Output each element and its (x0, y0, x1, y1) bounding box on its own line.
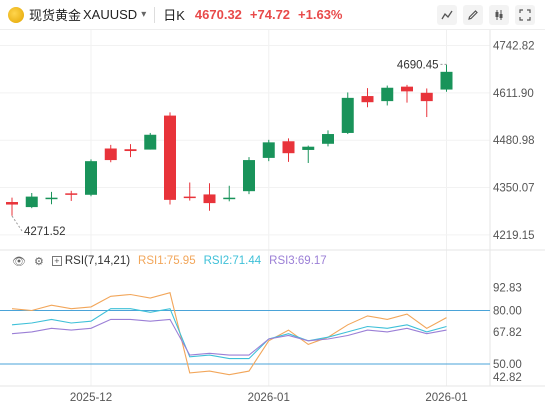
chart-header: 现货黄金 XAUUSD ▾ 日K 4670.32 +74.72 +1.63% (0, 0, 545, 30)
rsi-series-line-1 (11, 292, 447, 376)
date-axis-tick-label: 2026-01 (425, 392, 467, 404)
rsi2-value: RSI2:71.44 (203, 255, 262, 267)
header-divider (154, 6, 156, 23)
candle-body (65, 193, 78, 195)
candle-body (203, 194, 216, 204)
price-axis-tick-label: 4480.98 (493, 135, 535, 147)
candle-body (282, 141, 295, 154)
candle-body (440, 71, 453, 90)
last-price: 4670.32 (194, 7, 242, 22)
candle-body (164, 115, 176, 200)
chart-toolbar (437, 5, 535, 25)
edit-icon[interactable] (463, 5, 483, 25)
date-axis-tick-label: 2025-12 (70, 392, 112, 404)
candle-body (243, 160, 255, 192)
candle-body (85, 161, 97, 195)
rsi-axis-tick-label: 50.00 (493, 359, 522, 371)
rsi-legend: 👁 ⚙ + RSI(7,14,21) RSI1:75.95 RSI2:71.44… (0, 252, 327, 270)
candle-body (361, 96, 374, 103)
rsi-axis-tick-label: 67.82 (493, 327, 522, 339)
fullscreen-icon[interactable] (515, 5, 535, 25)
candle-body (341, 97, 354, 133)
rsi3-value: RSI3:69.17 (269, 255, 327, 267)
grid (0, 30, 545, 387)
candle-body (262, 142, 275, 158)
candle-body (104, 148, 117, 161)
candle-body (381, 87, 394, 102)
candle-body (420, 92, 433, 102)
candle-body (6, 202, 18, 205)
rsi-axis-tick-label: 80.00 (493, 306, 522, 318)
price-axis-tick-label: 4611.90 (493, 88, 534, 100)
low-price-label: 4271.52 (24, 226, 66, 238)
candle-body (144, 134, 157, 150)
rsi-series-line-3 (11, 318, 447, 356)
candle-body (25, 196, 38, 208)
candle-body (302, 146, 315, 150)
date-axis-tick-label: 2026-01 (248, 392, 290, 404)
candle-body (401, 86, 413, 92)
candle-body (183, 196, 196, 199)
axes: 4742.82 4611.90 4480.98 4350.07 4219.15 92.83… (70, 40, 535, 404)
rsi-indicator-name[interactable]: RSI(7,14,21) (64, 255, 131, 267)
price-axis-tick-label: 4742.82 (493, 40, 535, 52)
price-axis-tick-label: 4350.07 (493, 183, 535, 195)
low-marker-line (11, 215, 23, 232)
candle-body (223, 197, 236, 200)
rsi-axis-tick-label: 42.82 (493, 372, 522, 384)
period-selector[interactable]: 日K (163, 8, 185, 23)
gold-coin-icon (8, 6, 24, 23)
candlestick-chart: 4690.45 4271.52 (6, 59, 453, 238)
eye-icon[interactable]: 👁 (12, 255, 26, 268)
candle-body (322, 134, 334, 144)
price-change: +74.72 (249, 7, 291, 22)
rsi1-value: RSI1:75.95 (138, 255, 196, 267)
candle-body (45, 197, 58, 200)
rsi-chart (0, 292, 490, 376)
rsi-series-line-2 (11, 308, 447, 360)
symbol-code[interactable]: XAUUSD (83, 7, 138, 22)
candle-body (124, 149, 137, 152)
rsi-axis-tick-label: 92.83 (493, 283, 522, 295)
chevron-down-icon[interactable]: ▾ (141, 9, 147, 20)
candle-settings-icon[interactable] (489, 5, 509, 25)
high-price-label: 4690.45 (397, 59, 439, 71)
line-chart-icon[interactable] (437, 5, 457, 25)
expand-icon[interactable]: + (51, 256, 62, 266)
price-change-percent: +1.63% (298, 7, 343, 22)
gear-icon[interactable]: ⚙ (33, 255, 44, 268)
symbol-name[interactable]: 现货黄金 (29, 8, 82, 23)
price-axis-tick-label: 4219.15 (493, 230, 535, 242)
